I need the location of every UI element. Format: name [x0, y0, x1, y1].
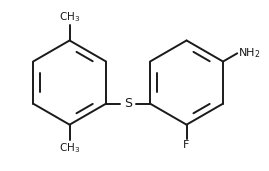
Text: S: S	[124, 97, 132, 110]
Text: F: F	[183, 140, 190, 150]
Text: CH$_3$: CH$_3$	[59, 10, 80, 24]
Text: NH$_2$: NH$_2$	[238, 47, 261, 60]
Text: CH$_3$: CH$_3$	[59, 141, 80, 155]
